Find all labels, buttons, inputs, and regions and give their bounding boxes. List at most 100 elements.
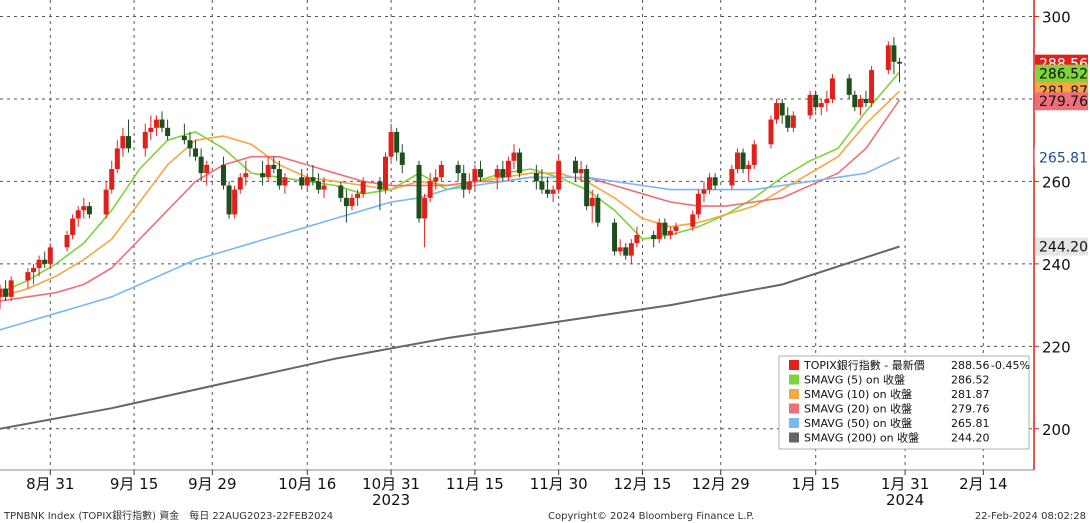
candle-body [466, 181, 472, 190]
candle [695, 189, 701, 219]
candle-body [511, 152, 517, 161]
legend-series-value: 286.52 [951, 374, 990, 387]
candle [533, 164, 539, 190]
candle-body [690, 214, 696, 227]
candle [204, 160, 210, 186]
candle [422, 193, 428, 248]
candle-body [109, 169, 115, 190]
candle [8, 276, 14, 301]
x-tick-label: 10月 16 [278, 475, 336, 493]
candle-body [662, 222, 668, 235]
legend-series-value: 281.87 [951, 388, 990, 401]
candle [517, 148, 523, 178]
candle-body [422, 197, 428, 219]
candle [891, 37, 897, 75]
candle [779, 98, 785, 124]
candle-body [36, 259, 42, 268]
candle-body [790, 115, 796, 128]
candle-body [377, 181, 383, 190]
candle [142, 123, 148, 157]
candle [511, 144, 517, 170]
candle-body [589, 197, 595, 207]
candle [64, 230, 70, 252]
y-tick-label: 220 [1042, 338, 1071, 356]
candle [852, 90, 858, 112]
candle [120, 127, 126, 157]
candle [433, 169, 439, 190]
candle [818, 98, 824, 116]
candle [165, 119, 171, 141]
candle [416, 160, 422, 223]
candle-body [740, 152, 746, 170]
candle [187, 131, 193, 157]
candle [690, 210, 696, 231]
candle-body [701, 189, 707, 194]
candle [589, 189, 595, 223]
tag-value-text: 244.20 [1039, 240, 1088, 256]
candle [243, 160, 249, 186]
ma-line [0, 71, 901, 294]
x-tick-label: 9月 15 [110, 475, 158, 493]
candle [81, 197, 87, 219]
candle-body [427, 181, 433, 198]
candle [673, 222, 679, 235]
candle-body [47, 247, 53, 264]
legend-series-value: 279.76 [951, 403, 990, 416]
candle-body [299, 177, 305, 186]
candle-body [198, 156, 204, 174]
candle [863, 90, 869, 108]
candle-body [829, 78, 835, 99]
candle-body [399, 152, 405, 165]
candle-body [304, 177, 310, 186]
candle-body [461, 173, 467, 190]
candle-body [3, 288, 9, 297]
candle [545, 177, 551, 198]
candle-body [656, 222, 662, 240]
candle [47, 243, 53, 268]
tag-value-text: 265.81 [1039, 150, 1088, 166]
candle-body [578, 169, 584, 174]
legend-marker [789, 389, 799, 399]
legend-series-name: SMAVG (50) on 收盤 [804, 416, 912, 430]
candle-body [25, 272, 31, 281]
candle-body [70, 218, 76, 235]
x-tick-label: 12月 15 [614, 475, 672, 493]
candle [584, 164, 590, 211]
candle [707, 173, 713, 194]
candle [455, 160, 461, 182]
tag-bg [1034, 147, 1089, 167]
candle-body [159, 119, 165, 128]
candle [304, 173, 310, 190]
candle-body [505, 160, 511, 178]
last-value-tag: 279.76 [1035, 92, 1088, 111]
candle [656, 218, 662, 244]
legend-row: SMAVG (20) on 收盤 279.76 [789, 402, 990, 416]
candle [846, 74, 852, 99]
candle [282, 173, 288, 194]
candle [86, 202, 92, 219]
candle-body [338, 185, 344, 198]
candle-body [695, 193, 701, 215]
candle [399, 144, 405, 174]
candle-body [433, 177, 439, 182]
candle [701, 181, 707, 203]
candle-body [243, 173, 249, 178]
candle [438, 160, 444, 182]
candle [628, 239, 634, 264]
candle [31, 263, 37, 285]
candle-body [885, 45, 891, 71]
candle-body [751, 144, 757, 165]
candle-body [226, 185, 232, 215]
candle [500, 160, 506, 182]
x-tick-label: 8月 31 [26, 475, 74, 493]
footer-timestamp-text: 22-Feb-2024 08:02:28 [975, 511, 1086, 522]
candle [394, 127, 400, 161]
candle-body [86, 206, 92, 215]
legend-marker [789, 403, 799, 414]
legend-series-name: SMAVG (10) on 收盤 [804, 387, 912, 401]
candle-body [768, 119, 774, 145]
candle [869, 65, 875, 108]
candle [355, 189, 361, 207]
candle-body [667, 230, 673, 235]
x-tick-label: 11月 30 [530, 475, 588, 493]
